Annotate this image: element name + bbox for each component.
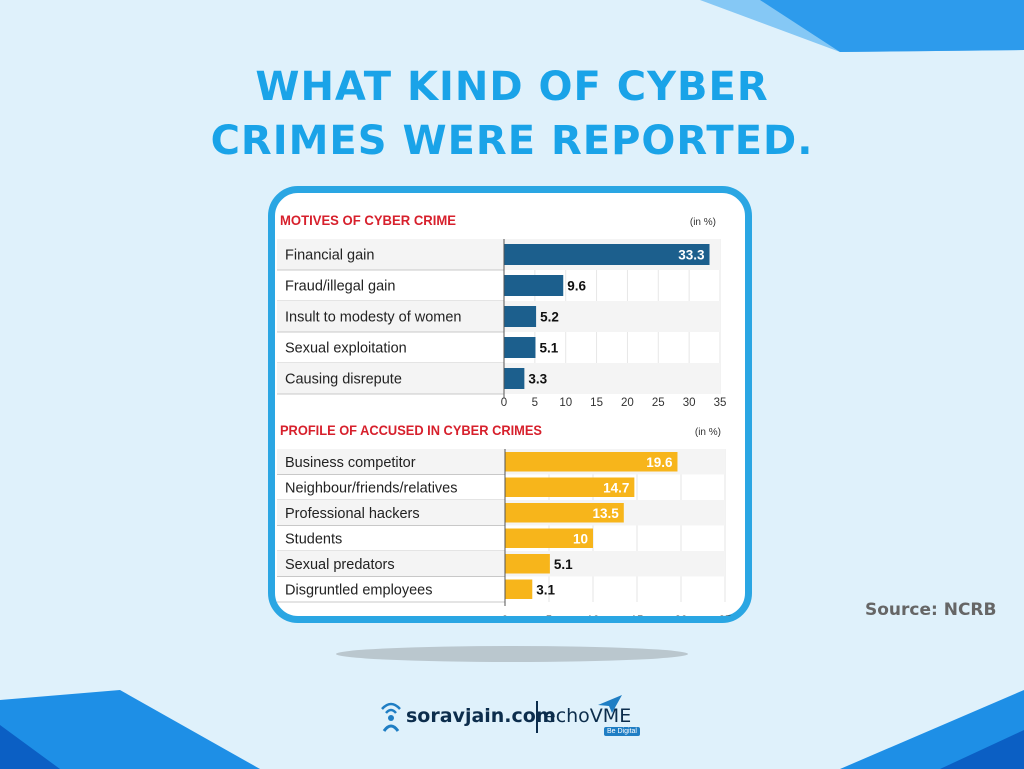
chart-card: MOTIVES OF CYBER CRIME (in %) Financial ga…	[268, 186, 752, 623]
chart-1-category-label: Sexual predators	[285, 557, 395, 573]
chart-0-unit: (in %)	[690, 217, 716, 228]
chart-1-bar	[505, 503, 624, 523]
chart-0-value-label: 9.6	[567, 279, 586, 294]
chart-1-category-label: Professional hackers	[285, 506, 420, 522]
echovme-logo-text: echoVME	[544, 705, 632, 727]
charts-svg: MOTIVES OF CYBER CRIME (in %) Financial ga…	[277, 212, 732, 616]
chart-1-category-label: Business competitor	[285, 455, 416, 471]
card-shadow	[336, 646, 688, 662]
chart-0-tick-label: 20	[621, 397, 634, 409]
chart-0-bar	[504, 275, 564, 296]
soravjain-logo-text: soravjain.com	[406, 705, 556, 727]
footer-logos: soravjain.com echoVME Be Digital	[378, 695, 658, 739]
wifi-person-icon	[381, 702, 401, 732]
chart-0-category-label: Financial gain	[285, 248, 374, 264]
chart-0-category-label: Insult to modesty of women	[285, 310, 462, 326]
title-line-2: CRIMES WERE REPORTED.	[210, 118, 814, 164]
chart-1-unit: (in %)	[695, 427, 721, 438]
chart-1-category-label: Disgruntled employees	[285, 582, 433, 598]
chart-0-tick-label: 15	[590, 397, 603, 409]
chart-1-tick-label: 5	[546, 615, 552, 616]
chart-0-value-label: 5.2	[540, 310, 559, 325]
chart-1-value-label: 10	[573, 531, 588, 546]
chart-0-tick-label: 0	[501, 397, 507, 409]
chart-1-bar	[505, 528, 593, 548]
chart-1-row-band	[277, 500, 725, 526]
paper-plane-icon	[598, 695, 622, 713]
chart-0-value-label: 5.1	[539, 341, 558, 356]
chart-1-bar	[505, 477, 635, 497]
chart-1-value-label: 19.6	[646, 455, 673, 470]
chart-1-tick-label: 20	[675, 615, 688, 616]
chart-0-row-band	[277, 363, 720, 394]
chart-1-value-label: 3.1	[536, 582, 555, 597]
chart-0-row-band	[277, 301, 720, 332]
chart-1-value-label: 5.1	[554, 557, 573, 572]
chart-0-tick-label: 30	[683, 397, 696, 409]
chart-0-tick-label: 35	[714, 397, 727, 409]
chart-1-tick-label: 25	[719, 615, 732, 616]
chart-0-category-label: Causing disrepute	[285, 372, 402, 388]
chart-0-category-label: Fraud/illegal gain	[285, 279, 395, 295]
chart-1-category-label: Students	[285, 531, 342, 547]
chart-1-row-band	[277, 551, 725, 577]
chart-1-value-label: 13.5	[593, 506, 620, 521]
chart-0-bar	[504, 244, 710, 265]
chart-1-tick-label: 0	[502, 615, 508, 616]
title-line-1: WHAT KIND OF CYBER	[255, 64, 769, 110]
chart-0-bar	[504, 337, 536, 358]
chart-0-tick-label: 5	[532, 397, 538, 409]
chart-1-bar	[505, 452, 678, 472]
chart-0-tick-label: 25	[652, 397, 665, 409]
chart-1-tick-label: 10	[587, 615, 600, 616]
chart-1-title: PROFILE OF ACCUSED IN CYBER CRIMES	[280, 422, 542, 438]
chart-0-value-label: 33.3	[678, 248, 705, 263]
chart-1-bar	[505, 554, 550, 574]
chart-0-value-label: 3.3	[528, 372, 547, 387]
chart-0-title: MOTIVES OF CYBER CRIME	[280, 212, 456, 228]
chart-0-tick-label: 10	[559, 397, 572, 409]
echovme-tagline: Be Digital	[604, 727, 640, 736]
chart-1-tick-label: 15	[631, 615, 644, 616]
logo-divider	[536, 701, 538, 733]
chart-0-category-label: Sexual exploitation	[285, 341, 407, 357]
chart-1-value-label: 14.7	[603, 480, 629, 495]
chart-0-bar	[504, 306, 537, 327]
source-label: Source: NCRB	[865, 600, 997, 620]
page-title: WHAT KIND OF CYBER CRIMES WERE REPORTED.	[0, 60, 1024, 168]
chart-1-bar	[505, 579, 533, 599]
chart-1-category-label: Neighbour/friends/relatives	[285, 480, 457, 496]
chart-0-bar	[504, 368, 525, 389]
